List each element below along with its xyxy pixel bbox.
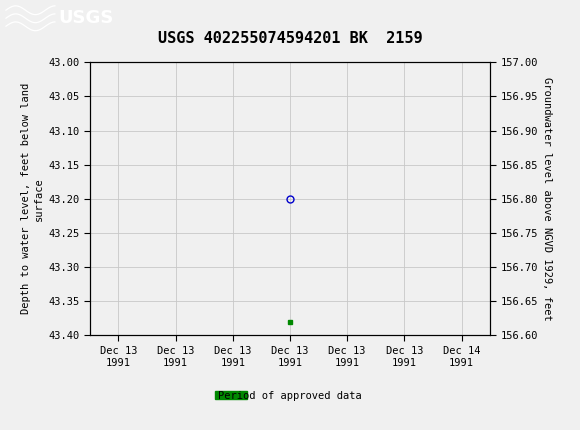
Text: USGS: USGS [58,9,113,27]
Y-axis label: Groundwater level above NGVD 1929, feet: Groundwater level above NGVD 1929, feet [542,77,552,321]
Y-axis label: Depth to water level, feet below land
surface: Depth to water level, feet below land su… [21,83,44,314]
Text: Period of approved data: Period of approved data [218,390,362,401]
Text: USGS 402255074594201 BK  2159: USGS 402255074594201 BK 2159 [158,31,422,46]
